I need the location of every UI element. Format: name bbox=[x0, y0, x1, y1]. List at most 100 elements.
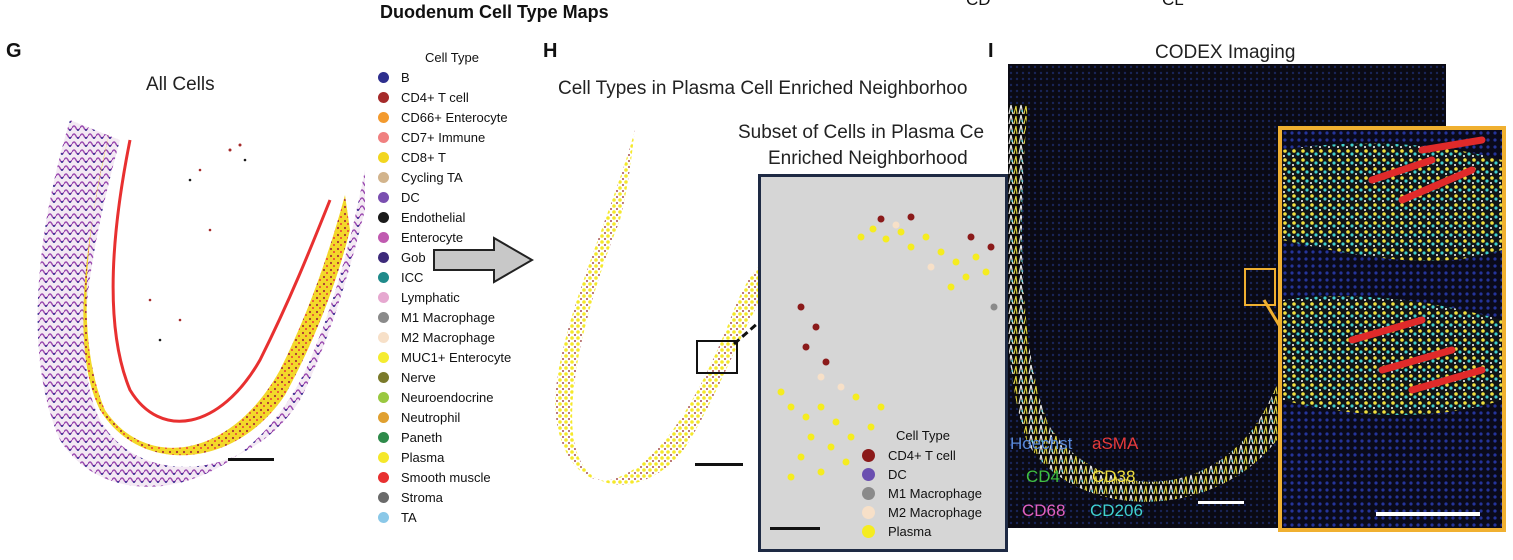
legend-item: Gob bbox=[378, 247, 426, 267]
legend-item: M1 Macrophage bbox=[378, 307, 495, 327]
panel-h-zoom-box bbox=[696, 340, 738, 374]
legend-swatch bbox=[378, 71, 389, 83]
panel-h-inset-title-2: Enriched Neighborhood bbox=[768, 148, 968, 169]
legend-swatch bbox=[378, 91, 389, 103]
inset-legend-item: Plasma bbox=[862, 522, 931, 540]
inset-legend-swatch bbox=[862, 467, 875, 481]
legend-label: CD66+ Enterocyte bbox=[401, 109, 508, 125]
panel-h-inset bbox=[758, 174, 1008, 552]
panel-i-letter: I bbox=[988, 40, 994, 62]
legend-item: Nerve bbox=[378, 367, 436, 387]
legend-swatch bbox=[378, 171, 389, 183]
legend-label: B bbox=[401, 69, 410, 85]
legend-item: MUC1+ Enterocyte bbox=[378, 347, 511, 367]
panel-h-inset-points bbox=[777, 213, 998, 481]
legend-item: CD7+ Immune bbox=[378, 127, 485, 147]
legend-label: CD4+ T cell bbox=[401, 89, 469, 105]
channel-label-cd206: CD206 bbox=[1090, 501, 1143, 520]
panel-h-title: Cell Types in Plasma Cell Enriched Neigh… bbox=[558, 78, 968, 99]
legend-label: Nerve bbox=[401, 369, 436, 385]
legend-item: TA bbox=[378, 507, 417, 527]
legend-label: ICC bbox=[401, 269, 424, 285]
legend-swatch bbox=[378, 311, 389, 323]
legend-label: M1 Macrophage bbox=[401, 309, 495, 325]
legend-swatch bbox=[378, 491, 389, 503]
codex-zoom-panel bbox=[1278, 126, 1506, 532]
channel-label-hoechst: Hoechst bbox=[1010, 434, 1073, 453]
legend-label: Plasma bbox=[401, 449, 445, 465]
legend-swatch bbox=[378, 111, 389, 123]
legend-swatch bbox=[378, 471, 389, 483]
legend-label: CD8+ T bbox=[401, 149, 446, 165]
legend-swatch bbox=[378, 191, 389, 203]
inset-legend-item: DC bbox=[862, 465, 907, 483]
legend-label: MUC1+ Enterocyte bbox=[401, 349, 512, 365]
inset-legend-swatch bbox=[862, 524, 875, 538]
legend-swatch bbox=[378, 331, 389, 343]
channel-label-asma: aSMA bbox=[1092, 434, 1139, 453]
legend-item: Enterocyte bbox=[378, 227, 463, 247]
arrow-icon bbox=[433, 236, 534, 284]
legend-swatch bbox=[378, 411, 389, 423]
inset-legend-swatch bbox=[862, 505, 875, 519]
inset-legend-item: CD4+ T cell bbox=[862, 446, 956, 464]
legend-item: B bbox=[378, 67, 410, 87]
channel-label-cd38: CD38 bbox=[1092, 467, 1136, 486]
inset-legend-label: Plasma bbox=[888, 523, 932, 539]
inset-legend-swatch bbox=[862, 448, 875, 462]
inset-legend-item: M2 Macrophage bbox=[862, 503, 982, 521]
legend-swatch bbox=[378, 231, 389, 243]
panel-g-tissue-map bbox=[37, 120, 365, 487]
inset-legend-title: Cell Type bbox=[896, 428, 950, 443]
panel-g-letter: G bbox=[6, 40, 22, 62]
legend-label: Endothelial bbox=[401, 209, 466, 225]
cut-label-1: CD bbox=[966, 0, 991, 10]
inset-legend-item: M1 Macrophage bbox=[862, 484, 982, 502]
legend-swatch bbox=[378, 271, 389, 283]
legend-label: TA bbox=[401, 509, 417, 525]
legend-swatch bbox=[378, 451, 389, 463]
panel-h-letter: H bbox=[543, 40, 558, 62]
legend-item: Lymphatic bbox=[378, 287, 460, 307]
legend-label: Stroma bbox=[401, 489, 443, 505]
codex-zoom-scale-bar bbox=[1376, 512, 1480, 516]
inset-scale-bar bbox=[770, 527, 820, 530]
legend-swatch bbox=[378, 391, 389, 403]
legend-item: ICC bbox=[378, 267, 423, 287]
figure-title: Duodenum Cell Type Maps bbox=[380, 2, 609, 22]
legend-swatch bbox=[378, 291, 389, 303]
inset-legend-label: CD4+ T cell bbox=[888, 447, 956, 463]
legend-label: Cycling TA bbox=[401, 169, 463, 185]
inset-legend-label: M1 Macrophage bbox=[888, 485, 982, 501]
codex-zoom-content bbox=[1282, 130, 1502, 528]
legend-swatch bbox=[378, 211, 389, 223]
legend-item: DC bbox=[378, 187, 420, 207]
legend-item: CD8+ T bbox=[378, 147, 446, 167]
legend-swatch bbox=[378, 351, 389, 363]
cut-label-2: CL bbox=[1162, 0, 1184, 10]
legend-item: Cycling TA bbox=[378, 167, 463, 187]
legend-label: Neuroendocrine bbox=[401, 389, 494, 405]
legend-item: Neuroendocrine bbox=[378, 387, 494, 407]
legend-item: Stroma bbox=[378, 487, 443, 507]
legend-title: Cell Type bbox=[425, 50, 479, 65]
legend-label: Neutrophil bbox=[401, 409, 461, 425]
legend-label: CD7+ Immune bbox=[401, 129, 486, 145]
legend-label: Smooth muscle bbox=[401, 469, 491, 485]
panel-i-title: CODEX Imaging bbox=[1155, 42, 1296, 63]
legend-item: M2 Macrophage bbox=[378, 327, 495, 347]
panel-h-scale-bar bbox=[695, 463, 743, 466]
legend-label: M2 Macrophage bbox=[401, 329, 495, 345]
legend-item: CD66+ Enterocyte bbox=[378, 107, 508, 127]
legend-label: Paneth bbox=[401, 429, 443, 445]
legend-swatch bbox=[378, 431, 389, 443]
inset-legend-label: M2 Macrophage bbox=[888, 504, 982, 520]
codex-scale-bar bbox=[1198, 501, 1244, 504]
legend-label: Gob bbox=[401, 249, 426, 265]
legend-item: Plasma bbox=[378, 447, 444, 467]
legend-swatch bbox=[378, 251, 389, 263]
legend-item: Endothelial bbox=[378, 207, 465, 227]
panel-g-scale-bar bbox=[228, 458, 274, 461]
channel-label-cd68: CD68 bbox=[1022, 501, 1066, 520]
channel-label-cd4: CD4 bbox=[1026, 467, 1061, 486]
